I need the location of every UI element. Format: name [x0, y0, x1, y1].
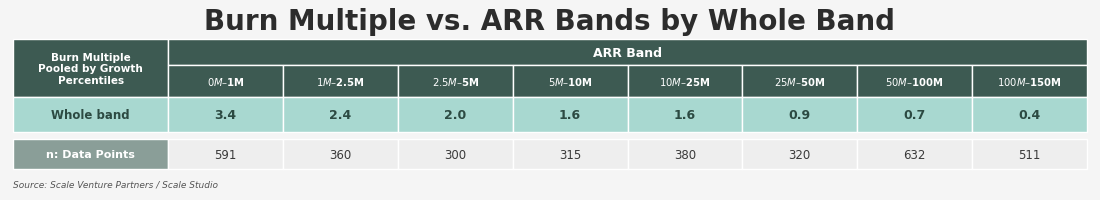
Text: $100M – $150M: $100M – $150M	[997, 76, 1062, 88]
Text: 0.4: 0.4	[1019, 108, 1041, 121]
Text: ARR Band: ARR Band	[593, 47, 662, 59]
Text: 2.4: 2.4	[329, 108, 352, 121]
Text: 632: 632	[903, 148, 926, 161]
Text: 0.9: 0.9	[789, 108, 811, 121]
Text: 1.6: 1.6	[559, 108, 581, 121]
Text: Whole band: Whole band	[52, 108, 130, 121]
Text: 2.0: 2.0	[444, 108, 466, 121]
Text: 591: 591	[214, 148, 236, 161]
Text: 320: 320	[789, 148, 811, 161]
Text: $25M – $50M: $25M – $50M	[774, 76, 825, 88]
Text: 3.4: 3.4	[214, 108, 236, 121]
Text: 511: 511	[1019, 148, 1041, 161]
Text: 360: 360	[329, 148, 352, 161]
Text: n: Data Points: n: Data Points	[46, 150, 135, 160]
Text: 300: 300	[444, 148, 466, 161]
Text: 315: 315	[559, 148, 581, 161]
Text: $5M – $10M: $5M – $10M	[548, 76, 593, 88]
Text: 0.7: 0.7	[903, 108, 926, 121]
Text: $1M – $2.5M: $1M – $2.5M	[316, 76, 365, 88]
Text: $2.5M – $5M: $2.5M – $5M	[431, 76, 478, 88]
Text: Burn Multiple vs. ARR Bands by Whole Band: Burn Multiple vs. ARR Bands by Whole Ban…	[205, 8, 895, 36]
Text: $10M – $25M: $10M – $25M	[659, 76, 711, 88]
Text: 1.6: 1.6	[674, 108, 696, 121]
Text: 380: 380	[674, 148, 696, 161]
Text: $0M – $1M: $0M – $1M	[207, 76, 244, 88]
Text: Burn Multiple
Pooled by Growth
Percentiles: Burn Multiple Pooled by Growth Percentil…	[39, 52, 143, 85]
Text: $50M – $100M: $50M – $100M	[886, 76, 944, 88]
Text: Source: Scale Venture Partners / Scale Studio: Source: Scale Venture Partners / Scale S…	[13, 179, 218, 188]
